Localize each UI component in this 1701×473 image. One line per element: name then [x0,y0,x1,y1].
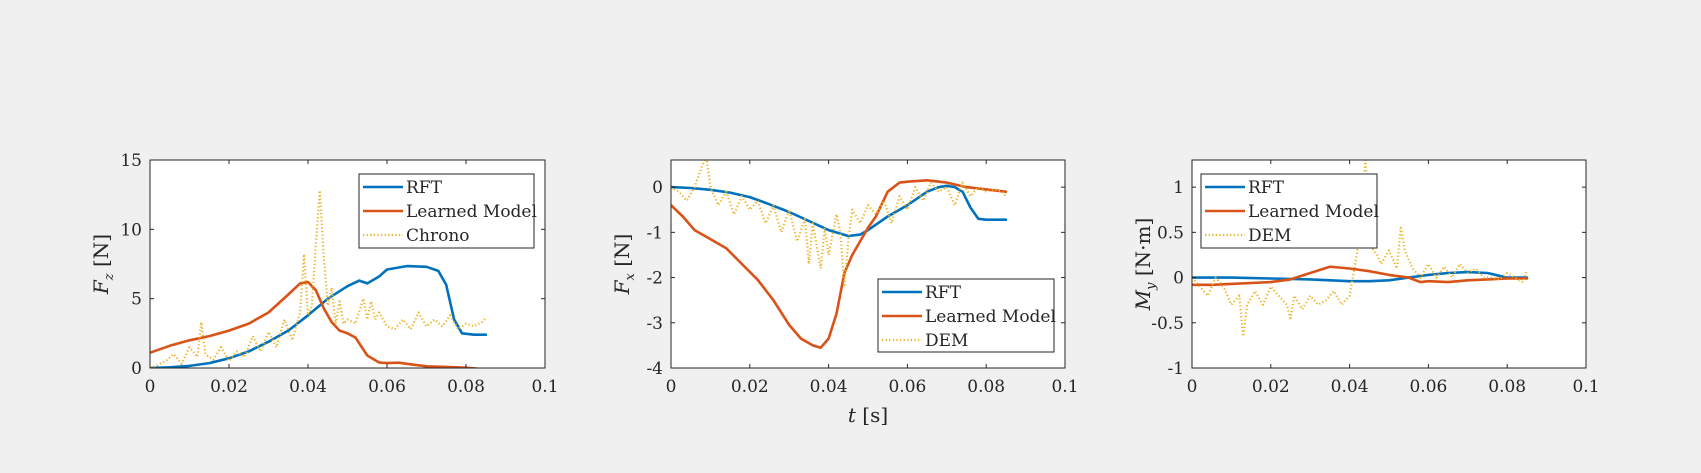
x-label-var: t [848,403,857,427]
legend-label: Learned Model [1248,202,1379,222]
legend: RFT Learned Model DEM [877,278,1056,353]
y-label-unit: [N] [89,234,113,273]
y-label-sub: z [102,273,117,281]
x-tick-label: 0 [145,377,156,397]
x-tick-label: 0.1 [1572,377,1599,397]
x-tick-label: 0.08 [1488,377,1526,397]
x-tick-label: 0.02 [731,377,769,397]
series-line-dem [1192,160,1528,338]
y-tick-label: -1 [1167,359,1184,379]
x-tick-label: 0.04 [1331,377,1369,397]
y-tick-label: -2 [646,269,663,289]
y-tick-label: 10 [120,220,142,240]
y-axis-label: Fx [N] [610,234,638,296]
x-label-unit: [s] [856,403,888,427]
y-label-sub: y [1144,282,1159,291]
axes-box [670,159,1066,369]
y-tick-label: 0 [1173,269,1184,289]
series-line-chrono [150,189,487,368]
y-tick-label: 1 [1173,178,1184,198]
y-tick-label: 0 [131,359,142,379]
series-line-learned-model [1192,265,1529,287]
y-tick-label: 0.5 [1157,223,1184,243]
chart-panel-2: 0 0.02 0.04 0.06 0.08 0.1 -4 -3 -2 -1 0 Fx [N] t [s]… [610,159,1079,427]
legend-label: RFT [1248,178,1285,198]
series-line-rft [150,264,488,368]
x-tick-label: 0.1 [1051,377,1078,397]
legend: RFT Learned Model DEM [1200,173,1379,249]
x-tick-label: 0.04 [289,377,327,397]
x-axis-label: t [s] [848,403,888,427]
y-tick-label: 0 [652,178,663,198]
x-tick-label: 0.06 [1409,377,1447,397]
series-group [1192,160,1529,338]
y-tick-label: -4 [646,359,663,379]
x-tick-label: 0 [1187,377,1198,397]
series-line-dem [671,160,1007,288]
x-tick-label: 0.04 [810,377,848,397]
y-label-var: F [89,279,113,295]
series-line-learned-model [671,179,1008,350]
y-axis-label: My [N·m] [1131,218,1159,312]
y-label-var: M [1131,289,1155,311]
chart-panel-1: 0 0.02 0.04 0.06 0.08 0.1 0 5 10 15 Fz [N] RFT Learn… [89,151,559,397]
chart-panel-3: 0 0.02 0.04 0.06 0.08 0.1 -1 -0.5 0 0.5 1 My [N·m] R… [1131,159,1600,397]
y-tick-label: 5 [131,290,142,310]
legend-label: Chrono [406,226,470,246]
axes-box [1191,159,1587,369]
legend-label: RFT [925,283,962,303]
x-tick-label: 0.06 [368,377,406,397]
legend-label: Learned Model [406,202,537,222]
y-label-sub: x [623,272,638,280]
y-tick-label: -0.5 [1151,314,1184,334]
legend-label: DEM [925,331,968,351]
x-tick-label: 0.06 [888,377,926,397]
x-tick-label: 0.08 [447,377,485,397]
x-tick-label: 0.02 [210,377,248,397]
legend-label: DEM [1248,226,1291,246]
y-axis-label: Fz [N] [89,234,117,295]
series-group [150,189,488,368]
x-tick-label: 0.1 [531,377,558,397]
series-line-learned-model [150,280,485,368]
x-tick-label: 0 [666,377,677,397]
x-tick-label: 0.08 [967,377,1005,397]
y-tick-label: -1 [646,223,663,243]
legend-label: RFT [406,178,443,198]
legend: RFT Learned Model Chrono [358,173,537,249]
axes-box [149,159,546,369]
x-tick-label: 0.02 [1252,377,1290,397]
legend-label: Learned Model [925,307,1056,327]
y-label-unit: [N] [610,234,634,273]
y-tick-label: 15 [120,151,142,171]
y-label-unit: [N·m] [1131,218,1155,283]
y-tick-label: -3 [646,314,663,334]
series-group [671,160,1008,350]
y-label-var: F [610,279,634,295]
